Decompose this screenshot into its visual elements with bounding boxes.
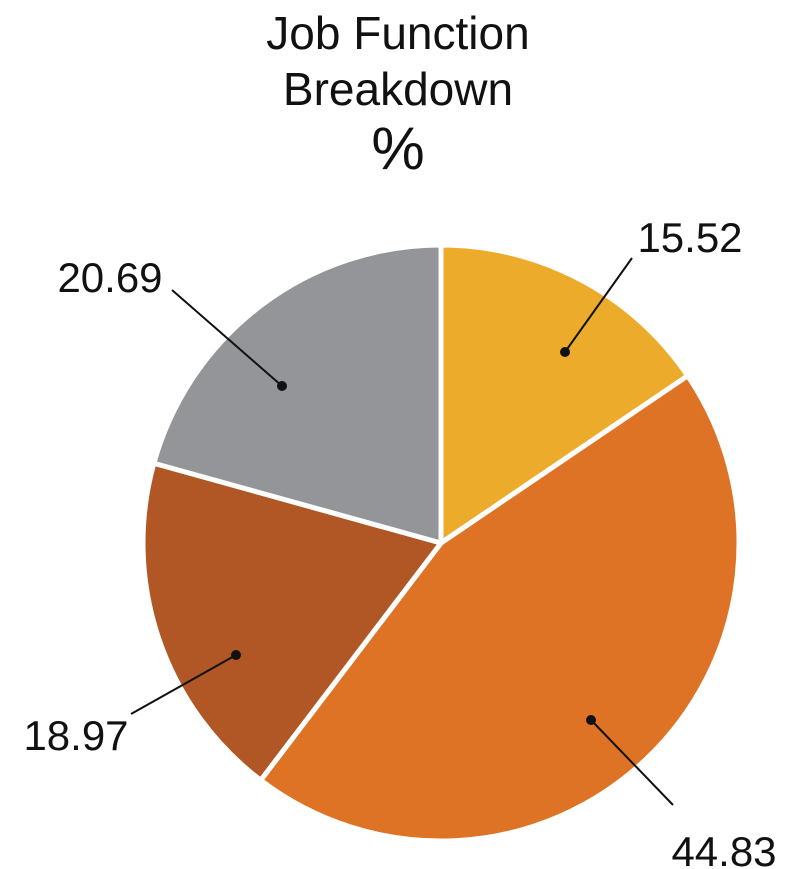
slice-value-label-1: 44.83	[671, 828, 776, 869]
chart-subtitle-unit: %	[371, 115, 425, 182]
pie-slice-1	[258, 373, 742, 844]
chart-title-line-2: Breakdown	[282, 63, 514, 115]
pie-slice-0	[438, 242, 691, 546]
pie-slice-2	[140, 460, 444, 783]
pie-slice-3	[151, 242, 444, 546]
leader-dot-3	[277, 381, 287, 391]
slice-value-label-3: 20.69	[57, 254, 162, 301]
labels-group: 15.52 44.83 18.97 20.69	[23, 214, 776, 869]
chart-title-line-1: Job Function	[266, 7, 530, 59]
slice-value-label-0: 15.52	[637, 214, 742, 261]
leader-line-0	[564, 257, 633, 353]
leader-dot-1	[586, 715, 596, 725]
slice-value-label-2: 18.97	[23, 712, 128, 759]
leader-dot-2	[231, 650, 241, 660]
slices-group	[140, 242, 742, 844]
leader-line-2	[130, 654, 237, 715]
leader-line-3	[171, 289, 283, 387]
leader-line-1	[590, 719, 674, 806]
leader-dot-0	[560, 347, 570, 357]
